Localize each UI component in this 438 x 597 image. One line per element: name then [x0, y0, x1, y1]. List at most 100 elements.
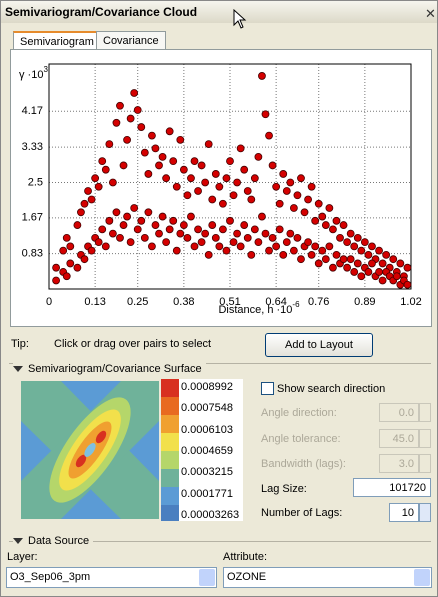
x-tick-label: 1.02: [400, 296, 421, 308]
point: [289, 246, 298, 255]
field-label: Bandwidth (lags):: [261, 458, 346, 470]
legend-label: 0.0004659: [181, 444, 233, 457]
point: [268, 233, 277, 242]
point: [73, 221, 82, 229]
y-tick-label: 3.33: [22, 141, 43, 153]
section-header[interactable]: Data Source: [13, 535, 94, 547]
point: [119, 161, 128, 170]
x-axis-label: Distance, h ·10: [218, 304, 292, 316]
point: [112, 208, 121, 217]
point: [297, 255, 305, 264]
point: [208, 195, 217, 204]
point: [194, 187, 202, 195]
checkbox-label[interactable]: Show search direction: [277, 383, 386, 395]
spinner[interactable]: [419, 503, 431, 522]
point: [389, 255, 398, 264]
point: [293, 233, 302, 242]
point: [179, 221, 188, 229]
point: [368, 242, 376, 251]
point: [59, 246, 68, 255]
point: [304, 195, 312, 204]
point: [279, 170, 288, 178]
x-tick-label: 0.76: [308, 296, 329, 308]
spinner: [419, 429, 431, 448]
point: [332, 216, 341, 225]
point: [219, 199, 227, 208]
point: [133, 225, 142, 234]
point: [297, 174, 305, 183]
point: [261, 229, 270, 238]
point: [250, 225, 259, 234]
point: [140, 148, 149, 157]
point: [282, 238, 291, 247]
plot-frame: [48, 63, 412, 290]
point: [108, 178, 117, 187]
point: [321, 255, 330, 264]
point: [318, 246, 327, 255]
point: [289, 204, 298, 212]
point: [229, 191, 238, 200]
point: [364, 251, 373, 259]
point: [375, 246, 383, 255]
layer-combo[interactable]: O3_Sep06_3pm: [6, 567, 217, 588]
close-button[interactable]: ✕: [425, 6, 436, 21]
x-tick-label: 0.25: [127, 296, 148, 308]
point: [211, 170, 220, 178]
x-axis-title: Distance, h ·10-6: [218, 300, 300, 316]
point: [307, 251, 316, 259]
dropdown-arrow[interactable]: [199, 569, 215, 586]
point: [126, 114, 135, 123]
point: [336, 233, 344, 242]
y-axis-title: γ ·103: [19, 65, 48, 81]
tab[interactable]: Semivariogram: [13, 31, 101, 52]
point: [350, 268, 359, 276]
point: [343, 238, 352, 247]
point: [215, 182, 224, 191]
window-title: Semivariogram/Covariance Cloud: [5, 5, 198, 19]
field-label: Angle tolerance:: [261, 433, 341, 445]
point: [158, 212, 167, 221]
point: [194, 225, 202, 234]
point: [258, 72, 266, 80]
tab[interactable]: Covariance: [96, 31, 166, 50]
chart[interactable]: γ ·103 Distance, h ·10-6 0.83 1.67 2.5 3.33…: [11, 50, 429, 324]
chart-panel: γ ·103 Distance, h ·10-6 0.83 1.67 2.5 3.33…: [10, 49, 432, 327]
legend-label: 0.0008992: [181, 381, 233, 393]
point: [211, 233, 220, 242]
point: [116, 233, 124, 242]
point: [222, 174, 231, 183]
separator: [9, 363, 431, 364]
point: [80, 199, 89, 208]
point: [272, 242, 281, 251]
layer-label: Layer:: [7, 551, 38, 563]
point: [130, 204, 139, 212]
y-tick-label: 4.17: [22, 105, 43, 117]
add-to-layout-button[interactable]: Add to Layout: [265, 333, 373, 357]
point: [339, 255, 348, 264]
legend: 0.0008992 0.0007548 0.0006103 0.0004659 0.00…: [179, 379, 243, 521]
field-input[interactable]: 101720: [353, 478, 431, 497]
point: [222, 246, 231, 255]
point: [250, 174, 259, 183]
point: [325, 242, 334, 251]
field-input[interactable]: 10: [389, 503, 419, 522]
point: [357, 272, 366, 281]
point: [140, 233, 149, 242]
dropdown-arrow[interactable]: [414, 569, 430, 586]
checkbox[interactable]: [261, 382, 274, 395]
point: [179, 165, 188, 174]
point: [172, 182, 181, 191]
point: [101, 165, 110, 174]
y-tick-label: 0.83: [22, 248, 43, 260]
point: [215, 242, 224, 251]
point: [226, 216, 234, 225]
tip-label: Tip:: [11, 338, 29, 350]
point: [137, 216, 146, 225]
point: [254, 152, 263, 161]
point: [201, 229, 210, 238]
attribute-combo[interactable]: OZONE: [223, 567, 432, 588]
section-header[interactable]: Semivariogram/Covariance Surface: [13, 363, 206, 375]
point: [66, 259, 75, 268]
point: [87, 195, 96, 204]
